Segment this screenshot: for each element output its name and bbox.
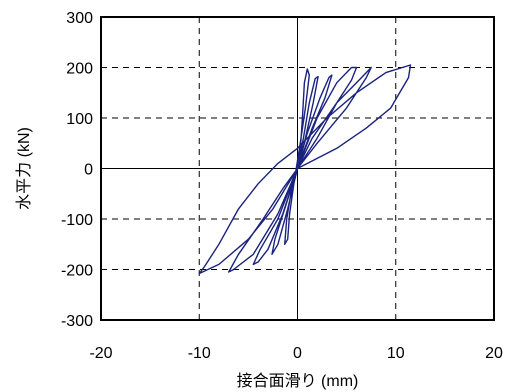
x-tick-labels: -20 -10 0 10 20 — [89, 345, 503, 362]
x-axis-title: 接合面滑り (mm) — [237, 372, 359, 390]
x-tick-label: -10 — [188, 345, 211, 362]
x-tick-label: -20 — [89, 345, 112, 362]
y-tick-labels: 300 200 100 0 -100 -200 -300 — [61, 10, 93, 330]
x-tick-label: 20 — [485, 345, 503, 362]
series-line — [198, 64, 412, 275]
y-tick-label: -100 — [61, 212, 93, 229]
y-tick-label: 0 — [84, 162, 93, 179]
y-tick-label: 200 — [66, 61, 93, 78]
y-tick-label: 100 — [66, 111, 93, 128]
y-tick-label: 300 — [66, 10, 93, 27]
y-axis-title: 水平力 (kN) — [15, 127, 33, 210]
y-tick-label: -200 — [61, 263, 93, 280]
x-tick-label: 10 — [387, 345, 405, 362]
series-layer — [198, 64, 412, 275]
x-tick-label: 0 — [293, 345, 302, 362]
y-tick-label: -300 — [61, 313, 93, 330]
plot-frame — [100, 16, 495, 321]
